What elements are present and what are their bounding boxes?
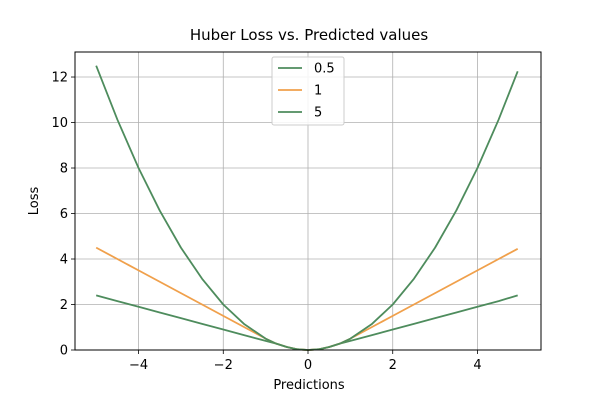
axis-ticks: −4 −2 0 2 4 0 2 4 6 8 10 12 <box>51 71 481 373</box>
y-tick-label: 2 <box>60 298 68 313</box>
x-tick-label: 4 <box>473 358 481 373</box>
y-tick-label: 4 <box>60 253 68 268</box>
legend-label: 0.5 <box>314 62 335 77</box>
x-tick-label: 2 <box>389 358 397 373</box>
legend-label: 1 <box>314 84 322 99</box>
x-tick-label: 0 <box>304 358 312 373</box>
y-tick-label: 6 <box>60 207 68 222</box>
y-tick-label: 12 <box>51 71 68 86</box>
y-tick-label: 8 <box>60 162 68 177</box>
y-tick-label: 10 <box>51 116 68 131</box>
x-tick-label: −2 <box>214 358 233 373</box>
legend-label: 5 <box>314 106 322 121</box>
y-tick-label: 0 <box>60 344 68 359</box>
x-tick-label: −4 <box>129 358 148 373</box>
y-axis-title: Loss <box>27 187 42 216</box>
x-axis-title: Predictions <box>273 378 345 393</box>
legend: 0.5 1 5 <box>271 56 345 126</box>
chart-title: Huber Loss vs. Predicted values <box>190 26 429 44</box>
legend-box <box>271 56 345 126</box>
